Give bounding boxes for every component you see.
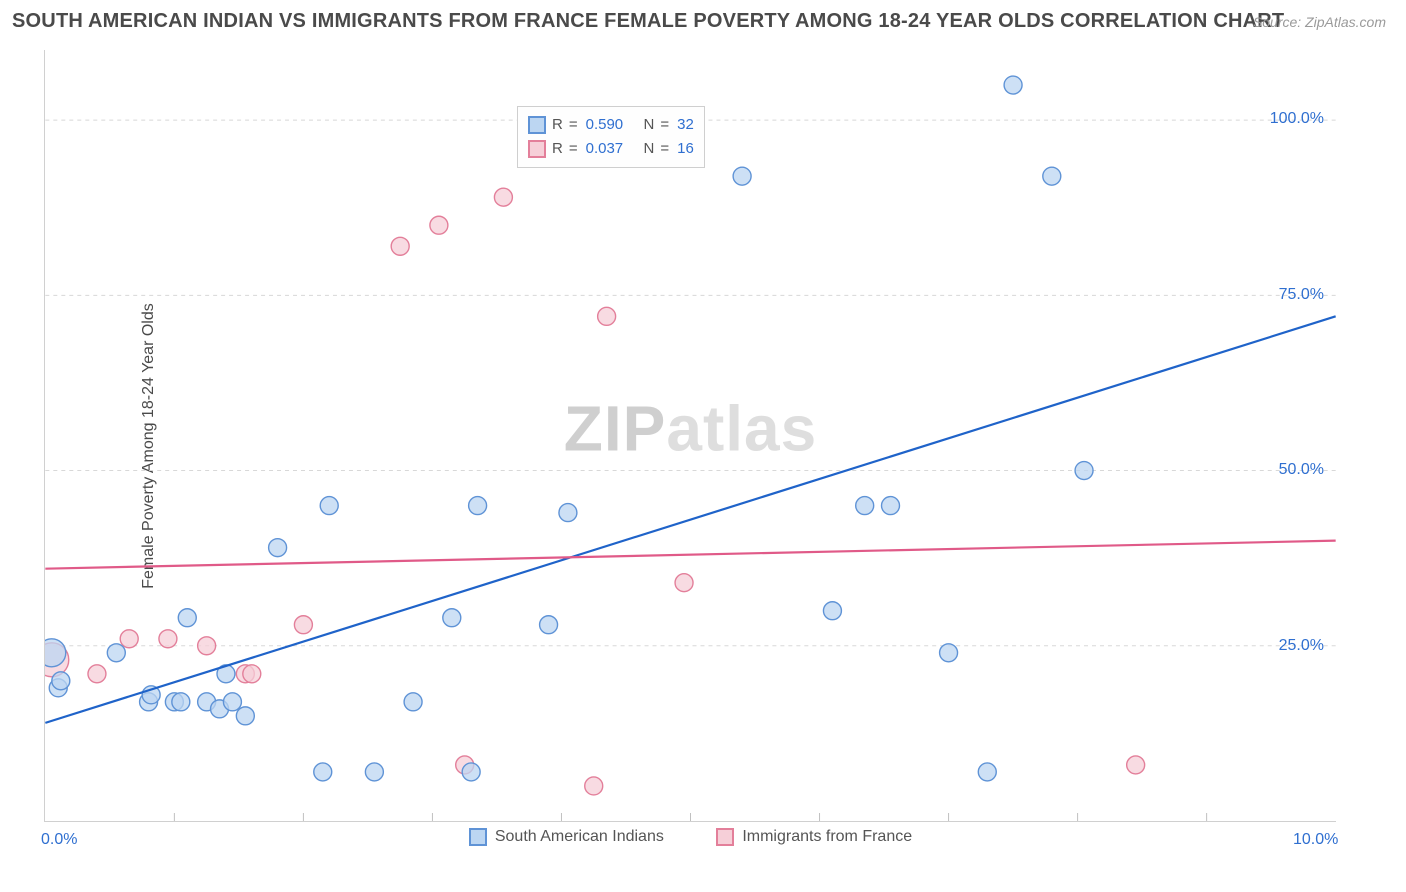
legend-stats-row-sai: R = 0.590 N = 32 <box>528 113 694 137</box>
plot-area: ZIPatlas 25.0%50.0%75.0%100.0% 0.0%10.0%… <box>44 50 1336 822</box>
legend-R-value-sai: 0.590 <box>586 113 624 137</box>
legend-N-value-france: 16 <box>677 137 694 161</box>
axis-ticks <box>174 813 1206 821</box>
legend-R-value-france: 0.037 <box>586 137 624 161</box>
legend-eq: = <box>660 113 669 137</box>
source-label: Source: ZipAtlas.com <box>1253 14 1386 30</box>
legend-label-sai: South American Indians <box>495 828 664 846</box>
legend-stats-row-france: R = 0.037 N = 16 <box>528 137 694 161</box>
y-tick-label: 75.0% <box>1279 286 1324 304</box>
legend-eq: = <box>569 113 578 137</box>
legend-item-france: Immigrants from France <box>716 828 912 846</box>
legend-R-label: R <box>552 113 563 137</box>
legend-item-sai: South American Indians <box>469 828 664 846</box>
legend-N-value-sai: 32 <box>677 113 694 137</box>
legend-N-label: N <box>644 113 655 137</box>
legend-swatch-france <box>528 140 546 158</box>
legend-R-label: R <box>552 137 563 161</box>
legend-stats: R = 0.590 N = 32 R = 0.037 N = 16 <box>517 106 705 168</box>
y-tick-label: 100.0% <box>1270 110 1324 128</box>
legend-N-label: N <box>644 137 655 161</box>
chart-container: SOUTH AMERICAN INDIAN VS IMMIGRANTS FROM… <box>0 0 1406 892</box>
legend-eq: = <box>660 137 669 161</box>
y-tick-label: 50.0% <box>1279 461 1324 479</box>
scatter-sai <box>45 76 1093 781</box>
y-tick-label: 25.0% <box>1279 637 1324 655</box>
legend-label-france: Immigrants from France <box>742 828 912 846</box>
legend-eq: = <box>569 137 578 161</box>
legend-bottom: South American Indians Immigrants from F… <box>45 828 1336 851</box>
trend-lines <box>45 316 1335 723</box>
legend-swatch-france <box>716 828 734 846</box>
legend-swatch-sai <box>528 116 546 134</box>
gridlines <box>45 120 1335 646</box>
legend-swatch-sai <box>469 828 487 846</box>
chart-title: SOUTH AMERICAN INDIAN VS IMMIGRANTS FROM… <box>12 10 1284 33</box>
